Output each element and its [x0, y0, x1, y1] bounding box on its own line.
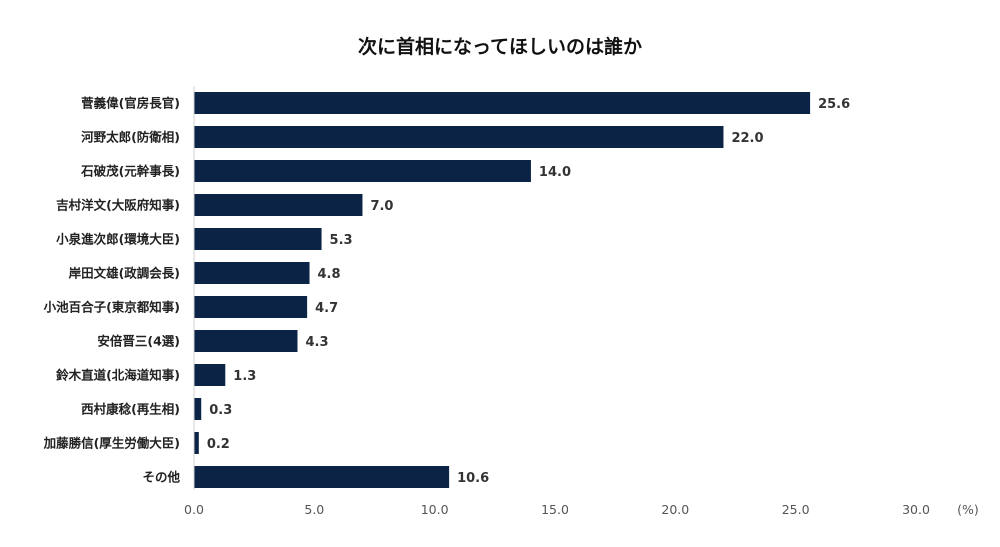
bar	[194, 398, 202, 420]
x-tick-label: 25.0	[782, 502, 810, 517]
category-label: 吉村洋文(大阪府知事)	[56, 198, 180, 213]
x-tick-label: 5.0	[304, 502, 324, 517]
bar	[194, 296, 308, 318]
category-label: 河野太郎(防衛相)	[81, 130, 180, 145]
value-label: 4.3	[305, 335, 328, 350]
x-axis-ticks: 0.0 5.0 10.0 15.0 20.0 25.0 30.0	[184, 502, 930, 517]
category-label: 岸田文雄(政調会長)	[69, 266, 180, 281]
value-label: 22.0	[731, 131, 763, 146]
bar	[194, 228, 322, 250]
x-tick-label: 30.0	[902, 502, 930, 517]
x-tick-label: 15.0	[541, 502, 569, 517]
bar	[194, 92, 811, 114]
category-label: 西村康稔(再生相)	[81, 402, 180, 417]
bar	[194, 330, 298, 352]
value-label: 1.3	[233, 369, 256, 384]
bar	[194, 160, 531, 182]
x-axis-unit-label: (%)	[957, 502, 979, 517]
category-label: 加藤勝信(厚生労働大臣)	[43, 436, 180, 451]
bars-layer	[194, 92, 811, 488]
bar	[194, 262, 310, 284]
value-label: 4.7	[315, 301, 338, 316]
value-label: 4.8	[318, 267, 341, 282]
labels-layer: 菅義偉(官房長官) 25.6 河野太郎(防衛相) 22.0 石破茂(元幹事長) 14.0 吉…	[43, 96, 851, 487]
value-label: 10.6	[457, 471, 489, 486]
value-label: 7.0	[370, 199, 393, 214]
bar	[194, 126, 724, 148]
x-tick-label: 20.0	[661, 502, 689, 517]
category-label: 小泉進次郎(環境大臣)	[55, 232, 180, 247]
chart-title: 次に首相になってほしいのは誰か	[357, 36, 643, 58]
category-label: 小池百合子(東京都知事)	[43, 300, 180, 315]
bar	[194, 466, 450, 488]
category-label: 鈴木直道(北海道知事)	[56, 368, 180, 383]
value-label: 5.3	[330, 233, 353, 248]
x-tick-label: 10.0	[421, 502, 449, 517]
bar	[194, 364, 226, 386]
bar	[194, 432, 199, 454]
bar	[194, 194, 363, 216]
category-label: その他	[142, 470, 180, 485]
value-label: 25.6	[818, 97, 850, 112]
value-label: 14.0	[539, 165, 571, 180]
category-label: 石破茂(元幹事長)	[80, 164, 180, 179]
x-tick-label: 0.0	[184, 502, 204, 517]
value-label: 0.2	[207, 437, 230, 452]
category-label: 安倍晋三(4選)	[97, 334, 180, 349]
category-label: 菅義偉(官房長官)	[81, 96, 180, 111]
value-label: 0.3	[209, 403, 232, 418]
